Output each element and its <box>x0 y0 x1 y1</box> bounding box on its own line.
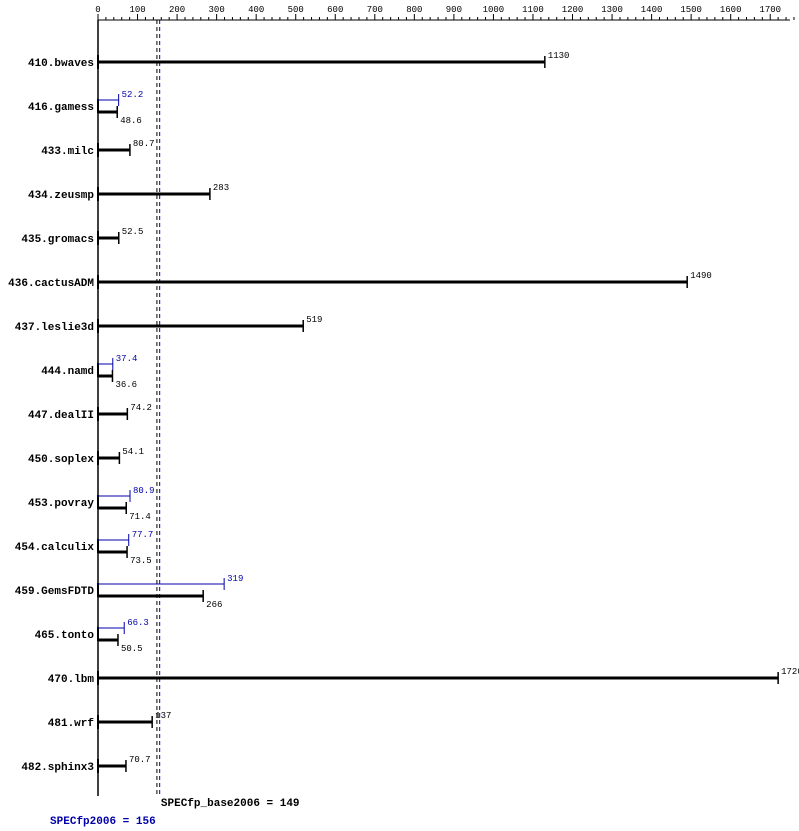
specfp-base2006-label: SPECfp_base2006 = 149 <box>161 798 300 810</box>
axis-tick-label: 200 <box>169 5 185 15</box>
benchmark-label: 436.cactusADM <box>8 278 94 290</box>
axis-tick-label: 1600 <box>720 5 742 15</box>
spec-benchmark-chart: 0 100 200 300 400 500 600 700 800 900 1000 1100 1200… <box>0 0 799 831</box>
specfp2006-label: SPECfp2006 = 156 <box>50 816 156 828</box>
benchmark-label: 470.lbm <box>48 674 95 686</box>
base-value-label: 50.5 <box>121 644 143 654</box>
base-value-label: 80.7 <box>133 139 155 149</box>
base-value-label: 266 <box>206 600 222 610</box>
base-value-label: 74.2 <box>130 403 152 413</box>
axis-tick-label: 400 <box>248 5 264 15</box>
base-value-label: 1720 <box>781 667 799 677</box>
axis-tick-label: 500 <box>288 5 304 15</box>
axis-tick-label: 1400 <box>641 5 663 15</box>
axis-tick-label: 1300 <box>601 5 623 15</box>
base-value-label: 48.6 <box>120 116 142 126</box>
axis-tick-label: 300 <box>209 5 225 15</box>
peak-value-label: 37.4 <box>116 354 138 364</box>
base-value-label: 52.5 <box>122 227 144 237</box>
axis-tick-label: 1700 <box>759 5 781 15</box>
benchmark-label: 416.gamess <box>28 102 94 114</box>
axis-tick-label: 1500 <box>680 5 702 15</box>
base-value-label: 283 <box>213 183 229 193</box>
benchmark-label: 459.GemsFDTD <box>15 586 95 598</box>
benchmark-label: 482.sphinx3 <box>21 762 94 774</box>
base-value-label: 73.5 <box>130 556 152 566</box>
axis-tick-label: 700 <box>367 5 383 15</box>
axis-tick-label: 1200 <box>562 5 584 15</box>
axis-tick-label: 1000 <box>483 5 505 15</box>
base-value-label: 71.4 <box>129 512 151 522</box>
base-value-label: 137 <box>155 711 171 721</box>
base-value-label: 70.7 <box>129 755 151 765</box>
peak-value-label: 66.3 <box>127 618 149 628</box>
base-value-label: 519 <box>306 315 322 325</box>
base-value-label: 1130 <box>548 51 570 61</box>
benchmark-label: 444.namd <box>41 366 94 378</box>
benchmark-label: 447.dealII <box>28 410 94 422</box>
base-value-label: 1490 <box>690 271 712 281</box>
axis-tick-label: 1100 <box>522 5 544 15</box>
base-value-label: 36.6 <box>115 380 137 390</box>
axis-tick-label: 0 <box>95 5 100 15</box>
benchmark-label: 433.milc <box>41 146 94 158</box>
axis-tick-label: 100 <box>129 5 145 15</box>
benchmark-label: 410.bwaves <box>28 58 94 70</box>
axis-tick-label: 600 <box>327 5 343 15</box>
peak-value-label: 80.9 <box>133 486 155 496</box>
peak-value-label: 77.7 <box>132 530 154 540</box>
benchmark-label: 465.tonto <box>35 630 95 642</box>
benchmark-label: 454.calculix <box>15 542 95 554</box>
axis-tick-label: 800 <box>406 5 422 15</box>
benchmark-label: 435.gromacs <box>21 234 94 246</box>
benchmark-label: 481.wrf <box>48 718 95 730</box>
axis-tick-label: 900 <box>446 5 462 15</box>
peak-value-label: 52.2 <box>122 90 144 100</box>
benchmark-label: 437.leslie3d <box>15 322 94 334</box>
benchmark-label: 434.zeusmp <box>28 190 94 202</box>
base-value-label: 54.1 <box>122 447 144 457</box>
benchmark-label: 453.povray <box>28 498 94 510</box>
peak-value-label: 319 <box>227 574 243 584</box>
benchmark-label: 450.soplex <box>28 454 94 466</box>
